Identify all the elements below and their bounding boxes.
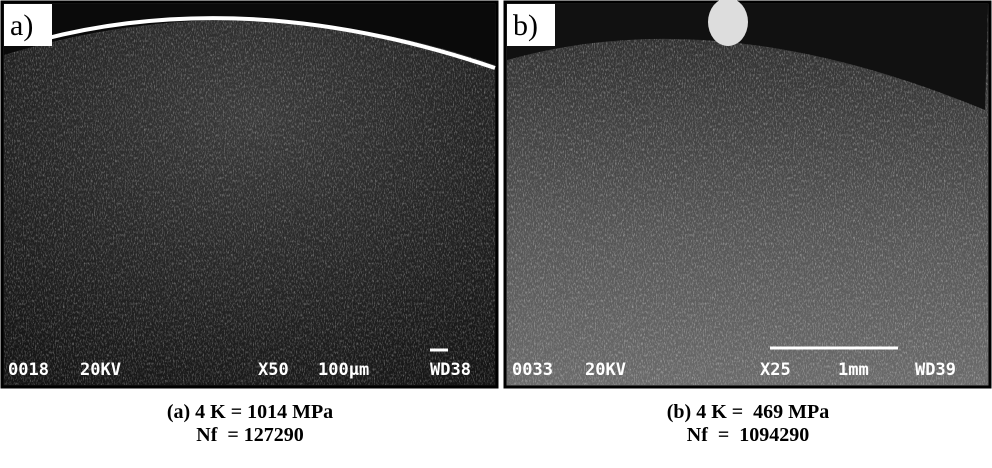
label-box — [4, 4, 52, 46]
panel-b: b) 0033 20KV X25 1mm WD39 — [503, 0, 992, 389]
caption-line: Nf = 1094290 — [687, 424, 810, 446]
sem-voltage: 20KV — [80, 360, 121, 380]
sem-scale: 1mm — [838, 360, 869, 380]
sem-scale: 100µm — [318, 360, 369, 380]
sem-id: 0018 — [8, 360, 49, 380]
edge-arc — [39, 16, 496, 70]
panel-label: b) — [513, 9, 538, 42]
sem-voltage: 20KV — [585, 360, 626, 380]
sem-wd: WD39 — [915, 360, 956, 380]
panel-label: a) — [10, 9, 33, 42]
label-box — [507, 4, 555, 46]
texture — [4, 4, 495, 385]
background — [507, 4, 988, 110]
caption-line: Nf = 127290 — [196, 424, 304, 446]
caption-line: (a) 4 K = 1014 MPa — [167, 401, 333, 423]
panel-a: a) 0018 20KV X50 100µm WD38 — [0, 0, 499, 389]
sem-wd: WD38 — [430, 360, 471, 380]
sem-id: 0033 — [512, 360, 553, 380]
sem-magnification: X50 — [258, 360, 289, 380]
background — [4, 4, 495, 65]
origin-feature — [708, 0, 748, 46]
sem-magnification: X25 — [760, 360, 791, 380]
caption-line: (b) 4 K = 469 MPa — [667, 401, 830, 423]
